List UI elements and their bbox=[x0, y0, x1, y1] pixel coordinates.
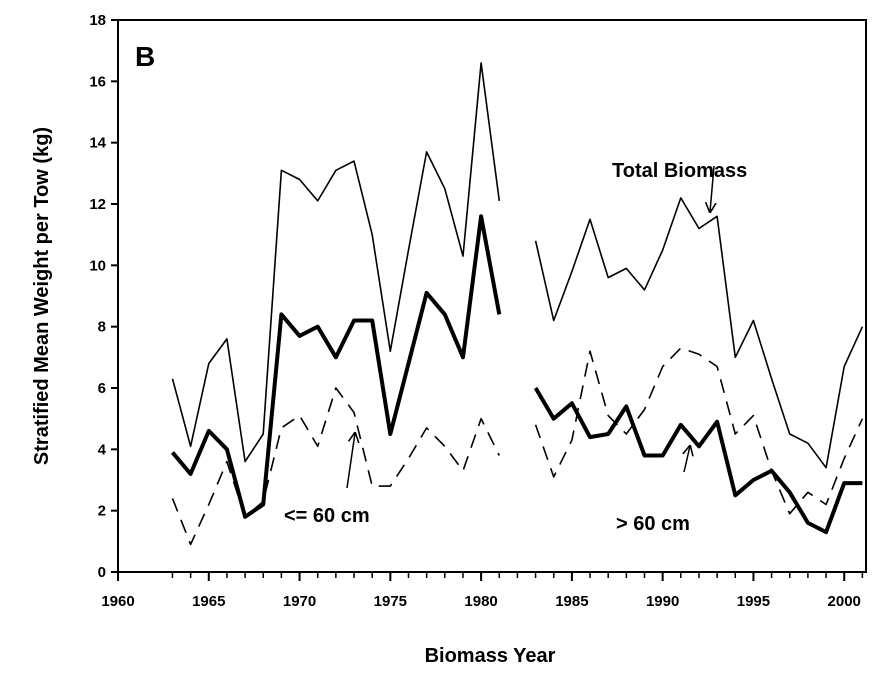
annotation-arrow bbox=[346, 433, 355, 489]
annotation: > 60 cm bbox=[616, 513, 690, 535]
y-tick-label: 4 bbox=[98, 441, 107, 458]
y-tick-label: 8 bbox=[98, 319, 106, 336]
x-axis-label: Biomass Year bbox=[425, 645, 556, 667]
annotation: <= 60 cm bbox=[284, 505, 370, 527]
annotation-arrow bbox=[710, 165, 714, 212]
x-tick-label: 2000 bbox=[828, 593, 861, 610]
x-tick-label: 1975 bbox=[374, 593, 407, 610]
plot-frame bbox=[117, 19, 867, 573]
x-tick-label: 1985 bbox=[555, 593, 588, 610]
x-tick-label: 1980 bbox=[464, 593, 497, 610]
y-tick-label: 0 bbox=[98, 564, 106, 581]
annotation: Total Biomass bbox=[612, 160, 747, 182]
x-tick-label: 1970 bbox=[283, 593, 316, 610]
y-axis-label: Stratified Mean Weight per Tow (kg) bbox=[31, 127, 53, 465]
x-tick-label: 1990 bbox=[646, 593, 679, 610]
y-tick-label: 18 bbox=[89, 12, 106, 29]
x-tick-label: 1960 bbox=[101, 593, 134, 610]
y-tick-label: 2 bbox=[98, 503, 106, 520]
panel-label: B bbox=[135, 41, 155, 72]
series-line bbox=[171, 347, 864, 546]
y-tick-label: 16 bbox=[89, 73, 106, 90]
y-tick-label: 6 bbox=[98, 380, 106, 397]
x-tick-label: 1965 bbox=[192, 593, 225, 610]
y-tick-label: 12 bbox=[89, 196, 106, 213]
series-line bbox=[171, 62, 864, 469]
y-tick-label: 14 bbox=[89, 135, 106, 152]
x-tick-label: 1995 bbox=[737, 593, 770, 610]
series-line bbox=[170, 214, 863, 535]
y-tick-label: 10 bbox=[89, 257, 106, 274]
annotation-arrow bbox=[684, 446, 690, 473]
